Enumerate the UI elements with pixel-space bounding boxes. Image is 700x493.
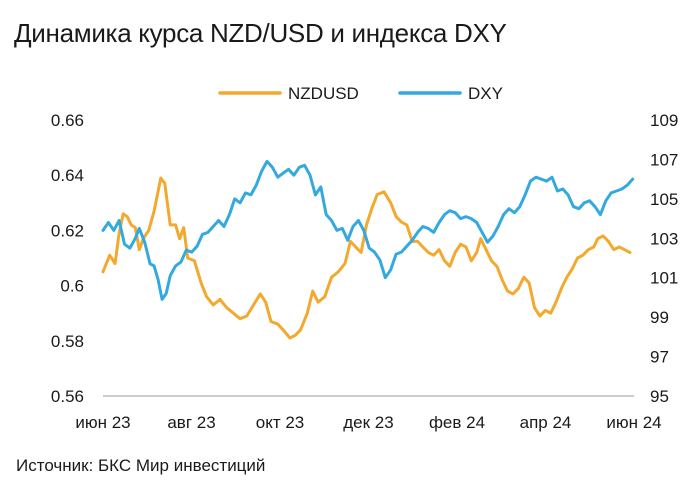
y-left-tick-label: 0.6	[60, 277, 84, 296]
x-tick-label: апр 24	[520, 413, 572, 432]
y-right-tick-label: 97	[650, 348, 669, 367]
axes: 0.56 0.58 0.6 0.62 0.64 0.66 95 97 99 101 103 105 10…	[51, 111, 678, 432]
y-left-tick-label: 0.58	[51, 332, 84, 351]
source-note: Источник: БКС Мир инвестиций	[16, 456, 266, 475]
legend-label-nzdusd: NZDUSD	[288, 84, 359, 103]
y-left-tick-label: 0.56	[51, 387, 84, 406]
x-tick-label: авг 23	[167, 413, 215, 432]
y-right-tick-label: 95	[650, 387, 669, 406]
series-line-dxy	[101, 159, 635, 301]
legend-label-dxy: DXY	[468, 84, 503, 103]
series-line-nzdusd	[101, 176, 632, 340]
y-right-tick-label: 107	[650, 150, 678, 169]
y-left-tick-label: 0.66	[51, 111, 84, 130]
x-tick-label: дек 23	[343, 413, 393, 432]
y-left-tick-label: 0.62	[51, 221, 84, 240]
y-left-tick-label: 0.64	[51, 166, 84, 185]
x-tick-label: фев 24	[429, 413, 485, 432]
x-tick-label: июн 24	[606, 413, 661, 432]
legend: NZDUSD DXY	[218, 84, 503, 103]
y-right-tick-label: 101	[650, 269, 678, 288]
series-lines	[101, 159, 635, 340]
y-right-tick-label: 99	[650, 308, 669, 327]
chart-title: Динамика курса NZD/USD и индекса DXY	[14, 18, 507, 48]
y-right-tick-label: 109	[650, 111, 678, 130]
x-tick-label: июн 23	[75, 413, 130, 432]
y-right-tick-label: 105	[650, 190, 678, 209]
y-right-tick-label: 103	[650, 229, 678, 248]
x-tick-label: окт 23	[256, 413, 305, 432]
